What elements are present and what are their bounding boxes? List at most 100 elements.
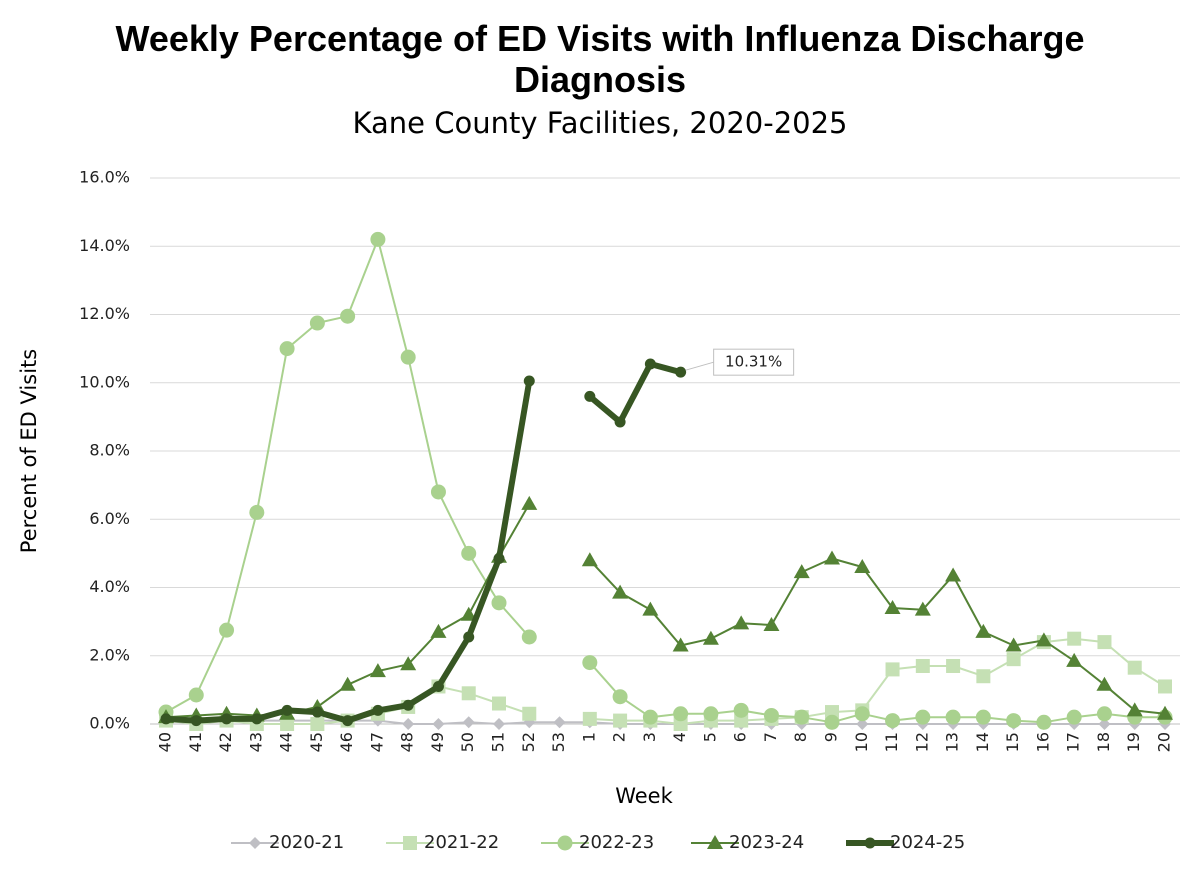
data-point — [463, 631, 475, 643]
data-point — [854, 706, 870, 722]
data-point — [614, 416, 626, 428]
data-point — [523, 375, 535, 387]
data-label: 10.31% — [725, 353, 782, 371]
data-point — [461, 545, 477, 561]
legend-label: 2021-22 — [424, 832, 499, 853]
data-point — [340, 308, 356, 324]
data-point — [493, 552, 505, 564]
data-point — [339, 676, 356, 691]
data-point — [612, 689, 628, 705]
data-point — [402, 718, 415, 730]
data-point — [521, 495, 538, 510]
data-point — [1036, 714, 1052, 730]
data-point — [612, 584, 629, 599]
data-point — [915, 658, 930, 673]
x-tick-label: 20 — [1155, 732, 1174, 752]
legend-label: 2022-23 — [579, 832, 654, 853]
data-point — [1096, 676, 1113, 691]
data-point — [675, 366, 687, 378]
data-point — [1066, 709, 1082, 725]
data-point — [1067, 631, 1082, 646]
data-point — [1126, 702, 1143, 717]
data-point — [673, 706, 689, 722]
x-tick-label: 8 — [791, 732, 810, 742]
data-point — [1006, 713, 1022, 729]
x-tick-label: 7 — [761, 732, 780, 742]
x-tick-label: 47 — [367, 732, 386, 752]
data-point — [400, 349, 416, 365]
x-tick-label: 50 — [458, 732, 477, 752]
legend-label: 2024-25 — [890, 832, 965, 853]
data-point — [370, 231, 386, 247]
data-point — [854, 559, 871, 574]
data-point — [763, 617, 780, 632]
y-tick-label: 4.0% — [89, 577, 130, 596]
x-tick-label: 51 — [489, 732, 508, 752]
data-point — [673, 717, 688, 731]
x-tick-label: 44 — [277, 732, 296, 752]
x-tick-label: 45 — [307, 732, 326, 752]
y-axis-label: Percent of ED Visits — [17, 349, 41, 553]
data-point — [1096, 706, 1112, 722]
data-point — [1098, 718, 1111, 730]
data-point — [824, 550, 840, 565]
x-tick-label: 48 — [398, 732, 417, 752]
data-point — [521, 629, 537, 645]
x-tick-label: 9 — [822, 732, 841, 742]
x-tick-label: 43 — [246, 732, 265, 752]
data-point — [976, 669, 991, 684]
data-point — [581, 552, 598, 567]
data-point — [1157, 705, 1173, 720]
data-point — [582, 655, 598, 671]
legend-marker — [864, 837, 876, 849]
data-point — [945, 567, 962, 582]
data-point — [190, 715, 202, 727]
x-tick-label: 17 — [1064, 732, 1083, 752]
y-tick-label: 6.0% — [89, 509, 130, 528]
data-point — [794, 709, 810, 725]
data-point — [461, 686, 476, 701]
legend-marker — [403, 836, 417, 850]
x-tick-label: 4 — [670, 732, 689, 742]
x-tick-label: 11 — [882, 732, 901, 752]
data-point — [432, 718, 445, 730]
data-point — [369, 663, 386, 678]
data-point — [281, 704, 293, 716]
series-line — [165, 361, 682, 724]
y-tick-label: 0.0% — [89, 714, 130, 733]
x-tick-label: 3 — [640, 732, 659, 742]
data-point — [1158, 679, 1172, 694]
data-point — [702, 630, 719, 645]
x-tick-label: 14 — [973, 732, 992, 752]
data-point — [915, 709, 931, 725]
data-point — [522, 706, 537, 721]
data-point — [342, 715, 354, 727]
data-point — [491, 595, 507, 611]
x-tick-label: 49 — [428, 732, 447, 752]
x-tick-label: 40 — [156, 732, 175, 752]
data-point — [432, 680, 444, 692]
data-point — [945, 709, 961, 725]
data-point — [613, 713, 628, 728]
data-point — [642, 601, 659, 616]
data-point — [221, 713, 233, 725]
data-point — [372, 704, 384, 716]
x-tick-label: 12 — [912, 732, 931, 752]
data-point — [584, 390, 596, 402]
data-point — [462, 716, 475, 729]
data-point — [734, 713, 749, 728]
data-point — [642, 709, 658, 725]
data-point — [884, 599, 901, 614]
y-tick-label: 2.0% — [89, 645, 130, 664]
data-point — [553, 716, 566, 729]
data-point — [825, 705, 839, 720]
x-tick-label: 15 — [1003, 732, 1022, 752]
data-point — [824, 714, 840, 730]
data-point — [249, 504, 265, 520]
x-tick-label: 46 — [337, 732, 356, 752]
x-tick-label: 5 — [700, 732, 719, 742]
data-point — [1006, 652, 1021, 667]
x-tick-label: 6 — [731, 732, 750, 742]
